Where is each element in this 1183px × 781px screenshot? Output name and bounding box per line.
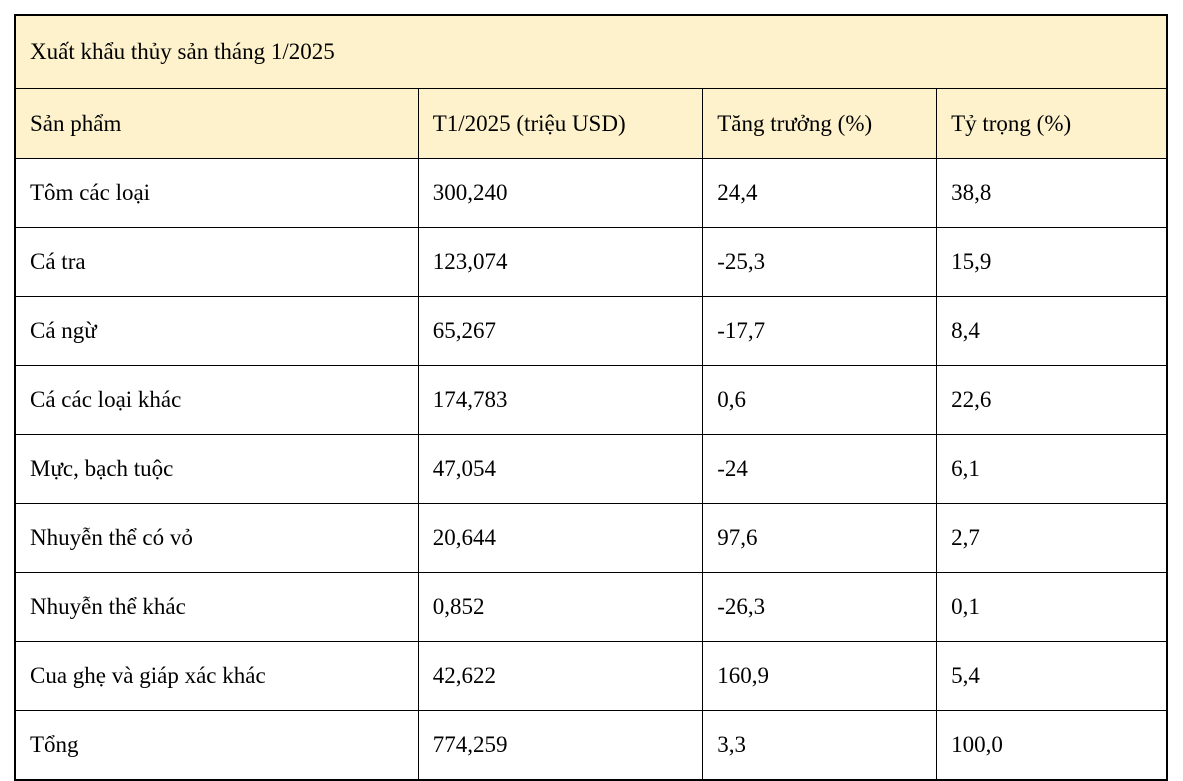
cell-product: Nhuyễn thể có vỏ [14,503,419,573]
column-header-value: T1/2025 (triệu USD) [417,88,704,159]
cell-product: Cá tra [14,227,419,297]
cell-growth: 97,6 [702,503,938,573]
cell-value: 774,259 [417,710,704,781]
cell-share: 6,1 [936,434,1168,504]
table-row: Cá các loại khác 174,783 0,6 22,6 [14,365,1168,435]
cell-share: 2,7 [936,503,1168,573]
table-row: Nhuyễn thể có vỏ 20,644 97,6 2,7 [14,503,1168,573]
cell-share: 22,6 [936,365,1168,435]
cell-value: 47,054 [417,434,704,504]
cell-value: 123,074 [417,227,704,297]
cell-share: 0,1 [936,572,1168,642]
cell-product: Tôm các loại [14,158,419,228]
cell-growth: -25,3 [702,227,938,297]
table-row: Cá ngừ 65,267 -17,7 8,4 [14,296,1168,366]
table-row: Cua ghẹ và giáp xác khác 42,622 160,9 5,… [14,641,1168,711]
cell-share: 8,4 [936,296,1168,366]
cell-growth: -17,7 [702,296,938,366]
cell-share: 38,8 [936,158,1168,228]
page: Xuất khẩu thủy sản tháng 1/2025 Sản phẩm… [14,14,1168,781]
cell-growth: 160,9 [702,641,938,711]
cell-product: Nhuyễn thể khác [14,572,419,642]
cell-growth: 0,6 [702,365,938,435]
cell-value: 0,852 [417,572,704,642]
cell-value: 300,240 [417,158,704,228]
table-title-row: Xuất khẩu thủy sản tháng 1/2025 [14,14,1168,89]
table-title: Xuất khẩu thủy sản tháng 1/2025 [14,14,1168,89]
cell-growth: 24,4 [702,158,938,228]
column-header-growth: Tăng trưởng (%) [702,88,938,159]
cell-product: Cá ngừ [14,296,419,366]
cell-value: 20,644 [417,503,704,573]
cell-growth: 3,3 [702,710,938,781]
column-header-share: Tỷ trọng (%) [936,88,1168,159]
cell-value: 65,267 [417,296,704,366]
table-row: Mực, bạch tuộc 47,054 -24 6,1 [14,434,1168,504]
cell-value: 42,622 [417,641,704,711]
table-row: Cá tra 123,074 -25,3 15,9 [14,227,1168,297]
cell-share: 5,4 [936,641,1168,711]
cell-product: Tổng [14,710,419,781]
cell-share: 15,9 [936,227,1168,297]
cell-product: Cua ghẹ và giáp xác khác [14,641,419,711]
cell-product: Cá các loại khác [14,365,419,435]
table-row: Tôm các loại 300,240 24,4 38,8 [14,158,1168,228]
cell-share: 100,0 [936,710,1168,781]
table-row-total: Tổng 774,259 3,3 100,0 [14,710,1168,781]
seafood-export-table: Xuất khẩu thủy sản tháng 1/2025 Sản phẩm… [14,14,1168,781]
table-row: Nhuyễn thể khác 0,852 -26,3 0,1 [14,572,1168,642]
cell-product: Mực, bạch tuộc [14,434,419,504]
cell-value: 174,783 [417,365,704,435]
cell-growth: -26,3 [702,572,938,642]
cell-growth: -24 [702,434,938,504]
table-header-row: Sản phẩm T1/2025 (triệu USD) Tăng trưởng… [14,88,1168,159]
column-header-product: Sản phẩm [14,88,419,159]
